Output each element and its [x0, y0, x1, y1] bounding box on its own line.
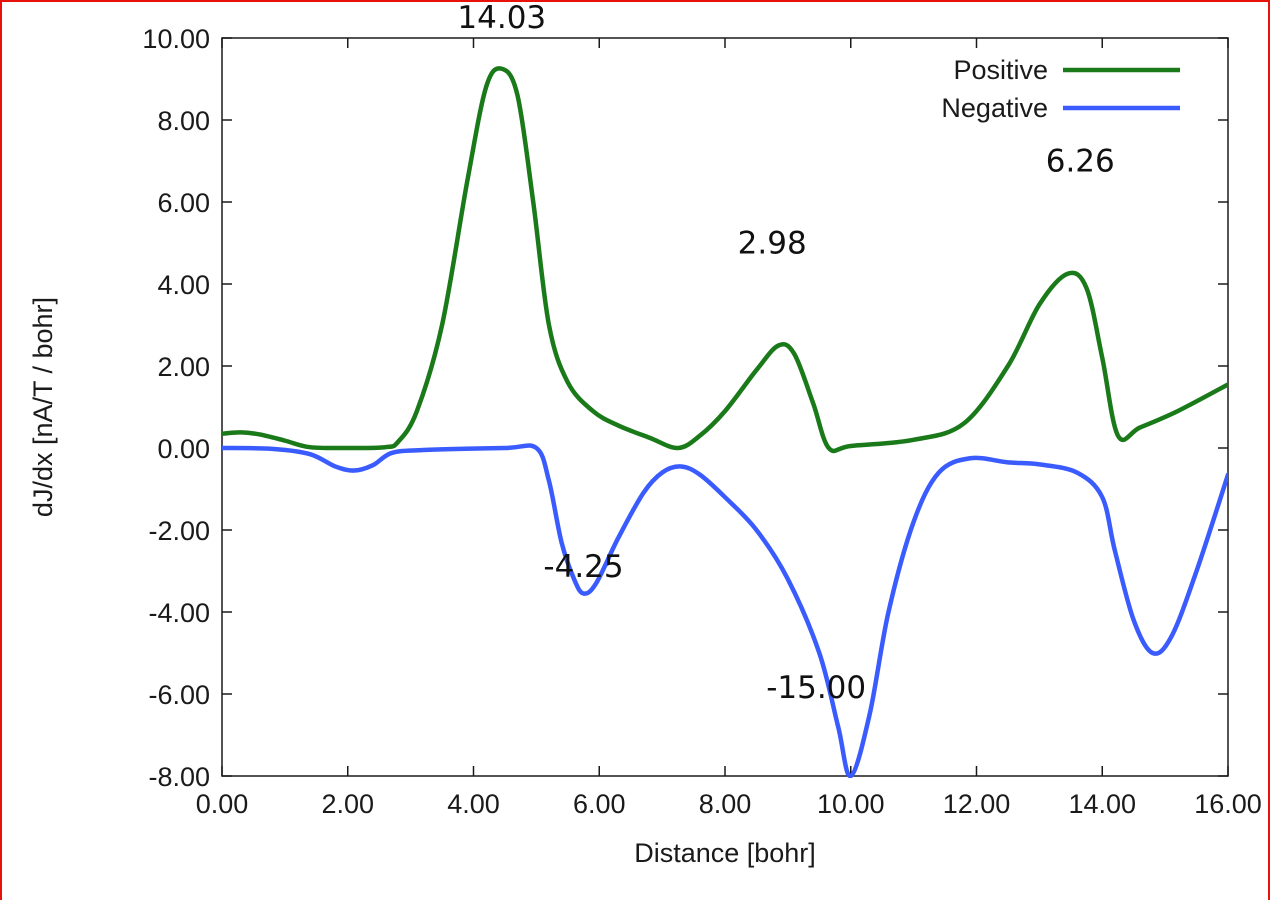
legend-label-positive: Positive — [953, 55, 1048, 85]
y-tick-label: 0.00 — [157, 434, 210, 464]
annotation-layer: 14.03 2.98 6.26 -4.25 -15.00 — [457, 0, 1114, 706]
y-tick-label: 10.00 — [142, 24, 210, 54]
x-tick-label: 4.00 — [447, 789, 500, 819]
y-tick-label: 4.00 — [157, 270, 210, 300]
data-annotation: 6.26 — [1046, 143, 1115, 179]
y-tick-label: -2.00 — [148, 516, 210, 546]
x-tick-label: 0.00 — [196, 789, 249, 819]
series-line-positive — [222, 66, 1228, 454]
y-tick-label: -4.00 — [148, 598, 210, 628]
legend: Positive Negative — [941, 55, 1180, 123]
y-tick-label: -6.00 — [148, 680, 210, 710]
axis-ticks: 0.00 2.00 4.00 6.00 8.00 10.00 12.00 14.00 16.00… — [142, 24, 1261, 819]
x-tick-label: 16.00 — [1194, 789, 1262, 819]
series-layer — [222, 66, 1228, 778]
x-tick-label: 12.00 — [943, 789, 1011, 819]
y-tick-label: 2.00 — [157, 352, 210, 382]
y-axis-label: dJ/dx [nA/T / bohr] — [28, 297, 58, 517]
x-tick-label: 2.00 — [321, 789, 374, 819]
x-tick-label: 6.00 — [573, 789, 626, 819]
series-line-negative — [222, 443, 1228, 778]
data-annotation: 14.03 — [457, 0, 546, 36]
x-tick-label: 14.00 — [1068, 789, 1136, 819]
x-tick-label: 8.00 — [699, 789, 752, 819]
y-tick-label: 8.00 — [157, 106, 210, 136]
data-annotation: -15.00 — [766, 670, 866, 706]
y-tick-label: 6.00 — [157, 188, 210, 218]
x-axis-label: Distance [bohr] — [634, 838, 816, 868]
x-tick-label: 10.00 — [817, 789, 885, 819]
legend-label-negative: Negative — [941, 93, 1048, 123]
y-tick-label: -8.00 — [148, 762, 210, 792]
data-annotation: 2.98 — [738, 225, 807, 261]
data-annotation: -4.25 — [543, 549, 623, 585]
